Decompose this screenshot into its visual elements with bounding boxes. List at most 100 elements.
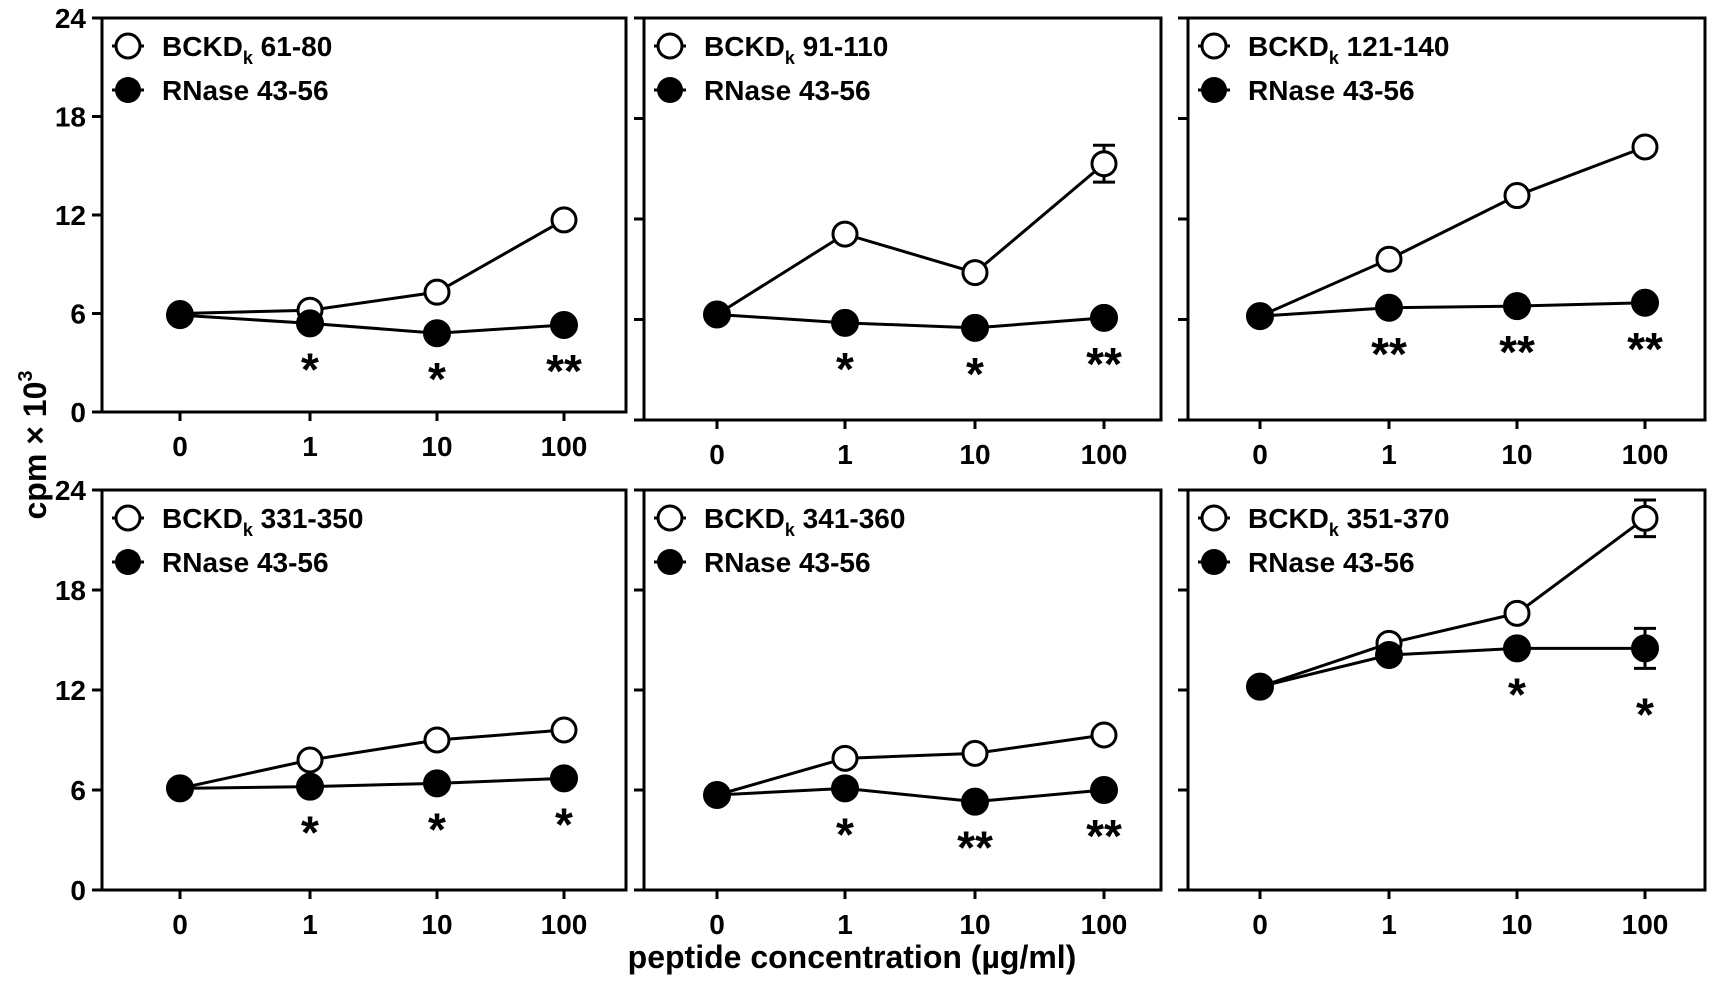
- series-line: [179, 776, 565, 790]
- y-tick-label: 12: [55, 200, 86, 231]
- legend-label-main: BCKD: [1248, 503, 1329, 534]
- legend-label-rest: 331-350: [253, 503, 364, 534]
- x-tick-label: 100: [1622, 909, 1669, 940]
- x-tick-label: 100: [541, 431, 588, 462]
- data-point-open: [1503, 599, 1531, 627]
- significance-marker: **: [957, 822, 993, 874]
- data-point-open: [423, 726, 451, 754]
- legend-label-sub: k: [243, 520, 254, 540]
- x-tick-label: 1: [1381, 909, 1397, 940]
- x-tick-label: 100: [1081, 909, 1128, 940]
- data-point-open: [1631, 504, 1659, 532]
- significance-marker: *: [428, 803, 446, 855]
- x-tick-label: 1: [837, 439, 853, 470]
- y-tick-label: 18: [55, 575, 86, 606]
- significance-marker: **: [546, 345, 582, 397]
- significance-marker: **: [1627, 323, 1663, 375]
- data-point-open: [1375, 245, 1403, 273]
- data-point-filled: [703, 781, 731, 809]
- data-point-filled: [831, 774, 859, 803]
- legend-label-main: BCKD: [704, 31, 785, 62]
- data-point-open: [1503, 182, 1531, 210]
- y-tick-label: 0: [70, 875, 86, 906]
- legend-marker-filled: [657, 549, 683, 575]
- series-line: [716, 786, 1105, 804]
- x-tick-label: 10: [1501, 909, 1532, 940]
- data-point-filled: [550, 310, 578, 339]
- data-point-filled: [296, 309, 324, 338]
- data-point-open: [550, 716, 578, 744]
- data-point-filled: [1375, 641, 1403, 669]
- legend-label-rest: 121-140: [1339, 31, 1450, 62]
- legend-label-sub: k: [785, 520, 796, 540]
- significance-marker: **: [1086, 338, 1122, 390]
- data-point-open: [296, 746, 324, 774]
- series-line: [716, 162, 1105, 316]
- x-tick-label: 10: [1501, 439, 1532, 470]
- x-tick-label: 100: [541, 909, 588, 940]
- significance-marker: *: [555, 798, 573, 850]
- data-point-open: [1631, 133, 1659, 161]
- legend-label: RNase 43-56: [1248, 75, 1415, 106]
- x-tick-label: 100: [1622, 439, 1669, 470]
- significance-marker: **: [1371, 328, 1407, 380]
- data-point-filled: [1090, 303, 1118, 332]
- legend-marker-filled: [115, 549, 141, 575]
- legend-label-rest: 341-360: [795, 503, 906, 534]
- legend-label: BCKDk 91-110: [704, 31, 888, 68]
- x-tick-label: 0: [172, 431, 188, 462]
- series-line: [179, 313, 565, 335]
- data-point-filled: [166, 774, 194, 803]
- data-point-filled: [1503, 292, 1531, 321]
- x-axis-label: peptide concentration (µg/ml): [628, 939, 1077, 975]
- series-line: [1259, 145, 1646, 318]
- significance-marker: **: [1499, 326, 1535, 378]
- data-point-open: [831, 744, 859, 772]
- chart-panel-3: 0 1 10 100 ** ** ** BCKDk 121-140 RNase 43-56: [1178, 16, 1707, 470]
- y-tick-label: 6: [70, 299, 86, 330]
- data-point-open: [1090, 721, 1118, 749]
- legend-marker-open: [656, 504, 684, 532]
- data-point-open: [961, 739, 989, 767]
- significance-marker: *: [1636, 688, 1654, 740]
- legend-label-main: BCKD: [1248, 31, 1329, 62]
- data-point-filled: [703, 300, 731, 329]
- x-tick-label: 0: [1252, 439, 1268, 470]
- legend-marker-open: [1200, 504, 1228, 532]
- y-tick-label: 0: [70, 397, 86, 428]
- data-point-open: [423, 278, 451, 306]
- y-tick-label: 6: [70, 775, 86, 806]
- legend-label-main: BCKD: [162, 503, 243, 534]
- legend-label: RNase 43-56: [162, 547, 329, 578]
- legend-label-sub: k: [1329, 48, 1340, 68]
- x-tick-label: 1: [1381, 439, 1397, 470]
- x-tick-label: 0: [709, 439, 725, 470]
- legend-marker-open: [1200, 32, 1228, 60]
- series-line: [716, 312, 1105, 330]
- legend-label: BCKDk 331-350: [162, 503, 363, 540]
- legend-marker-filled: [657, 77, 683, 103]
- y-axis-label: cpm × 103: [15, 371, 53, 520]
- data-point-filled: [166, 301, 194, 330]
- significance-marker: *: [836, 343, 854, 395]
- chart-panel-6: 0 1 10 100 * * BCKDk 351-370 RNase 43-56: [1178, 488, 1707, 940]
- x-tick-label: 100: [1081, 439, 1128, 470]
- x-tick-label: 0: [709, 909, 725, 940]
- x-tick-label: 10: [959, 439, 990, 470]
- x-tick-label: 1: [302, 431, 318, 462]
- data-point-filled: [550, 764, 578, 793]
- legend-label-main: BCKD: [704, 503, 785, 534]
- x-tick-label: 1: [837, 909, 853, 940]
- legend-label: BCKDk 121-140: [1248, 31, 1449, 68]
- significance-marker: *: [428, 353, 446, 405]
- significance-marker: *: [301, 343, 319, 395]
- data-point-filled: [961, 787, 989, 816]
- significance-marker: **: [1086, 810, 1122, 862]
- legend-label: BCKDk 341-360: [704, 503, 905, 540]
- significance-marker: *: [301, 807, 319, 859]
- data-point-filled: [1090, 776, 1118, 804]
- x-tick-label: 10: [421, 909, 452, 940]
